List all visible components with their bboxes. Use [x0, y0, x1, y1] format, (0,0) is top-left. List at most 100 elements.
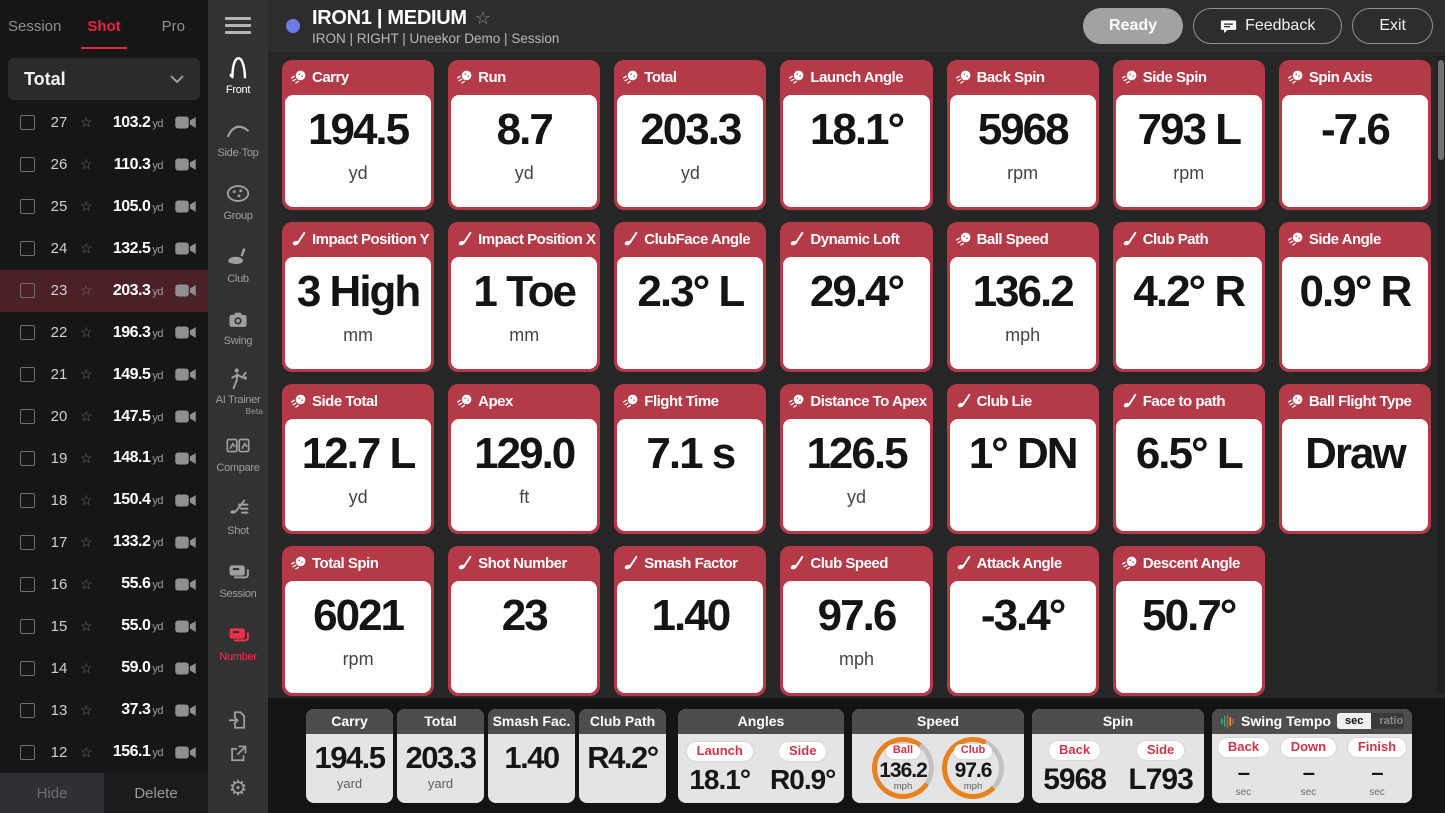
star-icon[interactable]: ☆ — [80, 240, 93, 257]
video-camera-icon[interactable] — [175, 242, 196, 255]
ready-status-button[interactable]: Ready — [1083, 8, 1184, 44]
shot-panel-tab[interactable]: Shot — [69, 0, 138, 52]
star-icon[interactable]: ☆ — [80, 701, 93, 718]
star-icon[interactable]: ☆ — [80, 198, 93, 215]
tempo-toggle-ratio[interactable]: ratio — [1379, 715, 1404, 727]
shot-list-row[interactable]: 16 ☆ 55.6 yd — [0, 563, 208, 605]
video-camera-icon[interactable] — [175, 116, 196, 130]
import-session-icon[interactable] — [227, 703, 249, 737]
video-camera-icon[interactable] — [175, 158, 196, 171]
video-camera-icon[interactable] — [175, 662, 196, 675]
metric-card-title: Descent Angle — [1142, 555, 1241, 572]
star-icon[interactable]: ☆ — [80, 114, 93, 131]
shot-list-row[interactable]: 24 ☆ 132.5 yd — [0, 228, 208, 270]
video-camera-icon[interactable] — [175, 536, 196, 549]
tempo-toggle-sec[interactable]: sec — [1336, 713, 1372, 729]
star-icon[interactable]: ☆ — [80, 282, 93, 299]
metric-card-body: 0.9° R — [1281, 257, 1428, 369]
delete-button[interactable]: Delete — [104, 773, 208, 813]
shot-checkbox[interactable] — [20, 115, 35, 131]
video-camera-icon[interactable] — [175, 494, 196, 507]
video-camera-icon[interactable] — [175, 326, 196, 339]
shot-checkbox[interactable] — [20, 534, 35, 550]
star-icon[interactable]: ☆ — [80, 156, 93, 173]
shot-checkbox[interactable] — [20, 702, 35, 718]
sidebar-item-group[interactable]: Group — [208, 170, 268, 233]
shot-checkbox[interactable] — [20, 367, 35, 383]
shot-checkbox[interactable] — [20, 576, 35, 592]
shot-checkbox[interactable] — [20, 199, 35, 215]
shot-list-row[interactable]: 21 ☆ 149.5 yd — [0, 354, 208, 396]
star-icon[interactable]: ☆ — [80, 617, 93, 634]
star-icon[interactable]: ☆ — [80, 743, 93, 760]
scrollbar-track[interactable] — [1437, 56, 1445, 693]
settings-gear-icon[interactable]: ⚙ — [228, 776, 248, 800]
scrollbar-thumb[interactable] — [1438, 60, 1444, 160]
ball-label-pill: Ball — [885, 744, 921, 760]
sidebar-item-shot[interactable]: Shot — [208, 485, 268, 548]
shot-checkbox[interactable] — [20, 450, 35, 466]
shot-list-row[interactable]: 26 ☆ 110.3 yd — [0, 144, 208, 186]
sidebar-item-club[interactable]: Club — [208, 233, 268, 296]
sidebar-item-swing[interactable]: Swing — [208, 296, 268, 359]
video-camera-icon[interactable] — [175, 578, 196, 591]
star-icon[interactable]: ☆ — [80, 659, 93, 676]
shot-checkbox[interactable] — [20, 492, 35, 508]
shot-list-row[interactable]: 14 ☆ 59.0 yd — [0, 647, 208, 689]
star-icon[interactable]: ☆ — [80, 575, 93, 592]
shot-checkbox[interactable] — [20, 325, 35, 341]
video-camera-icon[interactable] — [175, 368, 196, 381]
shot-distance-value: 55.6 — [121, 575, 151, 593]
bottom-card-unit: yard — [427, 775, 454, 791]
shot-list-row[interactable]: 17 ☆ 133.2 yd — [0, 521, 208, 563]
shot-panel-tab[interactable]: Session — [0, 0, 69, 52]
shot-checkbox[interactable] — [20, 283, 35, 299]
video-camera-icon[interactable] — [175, 200, 196, 213]
favorite-star-icon[interactable]: ☆ — [474, 7, 491, 28]
shot-list-row[interactable]: 25 ☆ 105.0 yd — [0, 186, 208, 228]
sidebar-item-session[interactable]: Session — [208, 548, 268, 611]
shot-checkbox[interactable] — [20, 241, 35, 257]
shot-checkbox[interactable] — [20, 618, 35, 634]
open-external-icon[interactable] — [227, 737, 249, 771]
shot-checkbox[interactable] — [20, 744, 35, 760]
video-camera-icon[interactable] — [175, 620, 196, 633]
video-camera-icon[interactable] — [175, 410, 196, 423]
sidebar-item-side-top[interactable]: Side·Top — [208, 107, 268, 170]
star-icon[interactable]: ☆ — [80, 408, 93, 425]
shot-list-row[interactable]: 13 ☆ 37.3 yd — [0, 689, 208, 731]
star-icon[interactable]: ☆ — [80, 533, 93, 550]
exit-button[interactable]: Exit — [1352, 8, 1433, 44]
shot-panel-tab[interactable]: Pro — [139, 0, 208, 52]
shot-list-row[interactable]: 15 ☆ 55.0 yd — [0, 605, 208, 647]
bottom-card-title: Total — [397, 708, 484, 734]
shot-list-row[interactable]: 22 ☆ 196.3 yd — [0, 312, 208, 354]
hide-button[interactable]: Hide — [0, 773, 104, 813]
star-icon[interactable]: ☆ — [80, 366, 93, 383]
shot-list-row[interactable]: 23 ☆ 203.3 yd — [0, 269, 208, 312]
sidebar-item-front[interactable]: Front — [208, 44, 268, 107]
distance-filter-dropdown[interactable]: Total — [8, 58, 200, 100]
star-icon[interactable]: ☆ — [80, 324, 93, 341]
video-camera-icon[interactable] — [175, 452, 196, 465]
shot-list-row[interactable]: 18 ☆ 150.4 yd — [0, 479, 208, 521]
metric-card: Apex 129.0 ft — [448, 384, 601, 534]
shot-checkbox[interactable] — [20, 157, 35, 173]
shot-list-row[interactable]: 20 ☆ 147.5 yd — [0, 396, 208, 438]
feedback-button[interactable]: Feedback — [1193, 8, 1343, 44]
shot-checkbox[interactable] — [20, 409, 35, 425]
sidebar-item-ai-trainer[interactable]: AI Trainer Beta — [208, 359, 268, 422]
star-icon[interactable]: ☆ — [80, 491, 93, 508]
metric-card-title: Launch Angle — [810, 69, 904, 86]
sidebar-item-compare[interactable]: Compare — [208, 422, 268, 485]
sidebar-item-number[interactable]: Number — [208, 611, 268, 674]
shot-list-row[interactable]: 12 ☆ 156.1 yd — [0, 731, 208, 773]
video-camera-icon[interactable] — [175, 704, 196, 717]
shot-list-row[interactable]: 27 ☆ 103.2 yd — [0, 102, 208, 144]
shot-list-row[interactable]: 19 ☆ 148.1 yd — [0, 438, 208, 480]
shot-checkbox[interactable] — [20, 660, 35, 676]
video-camera-icon[interactable] — [175, 284, 196, 297]
star-icon[interactable]: ☆ — [80, 449, 93, 466]
video-camera-icon[interactable] — [175, 745, 196, 759]
hamburger-menu-icon[interactable] — [225, 13, 251, 38]
